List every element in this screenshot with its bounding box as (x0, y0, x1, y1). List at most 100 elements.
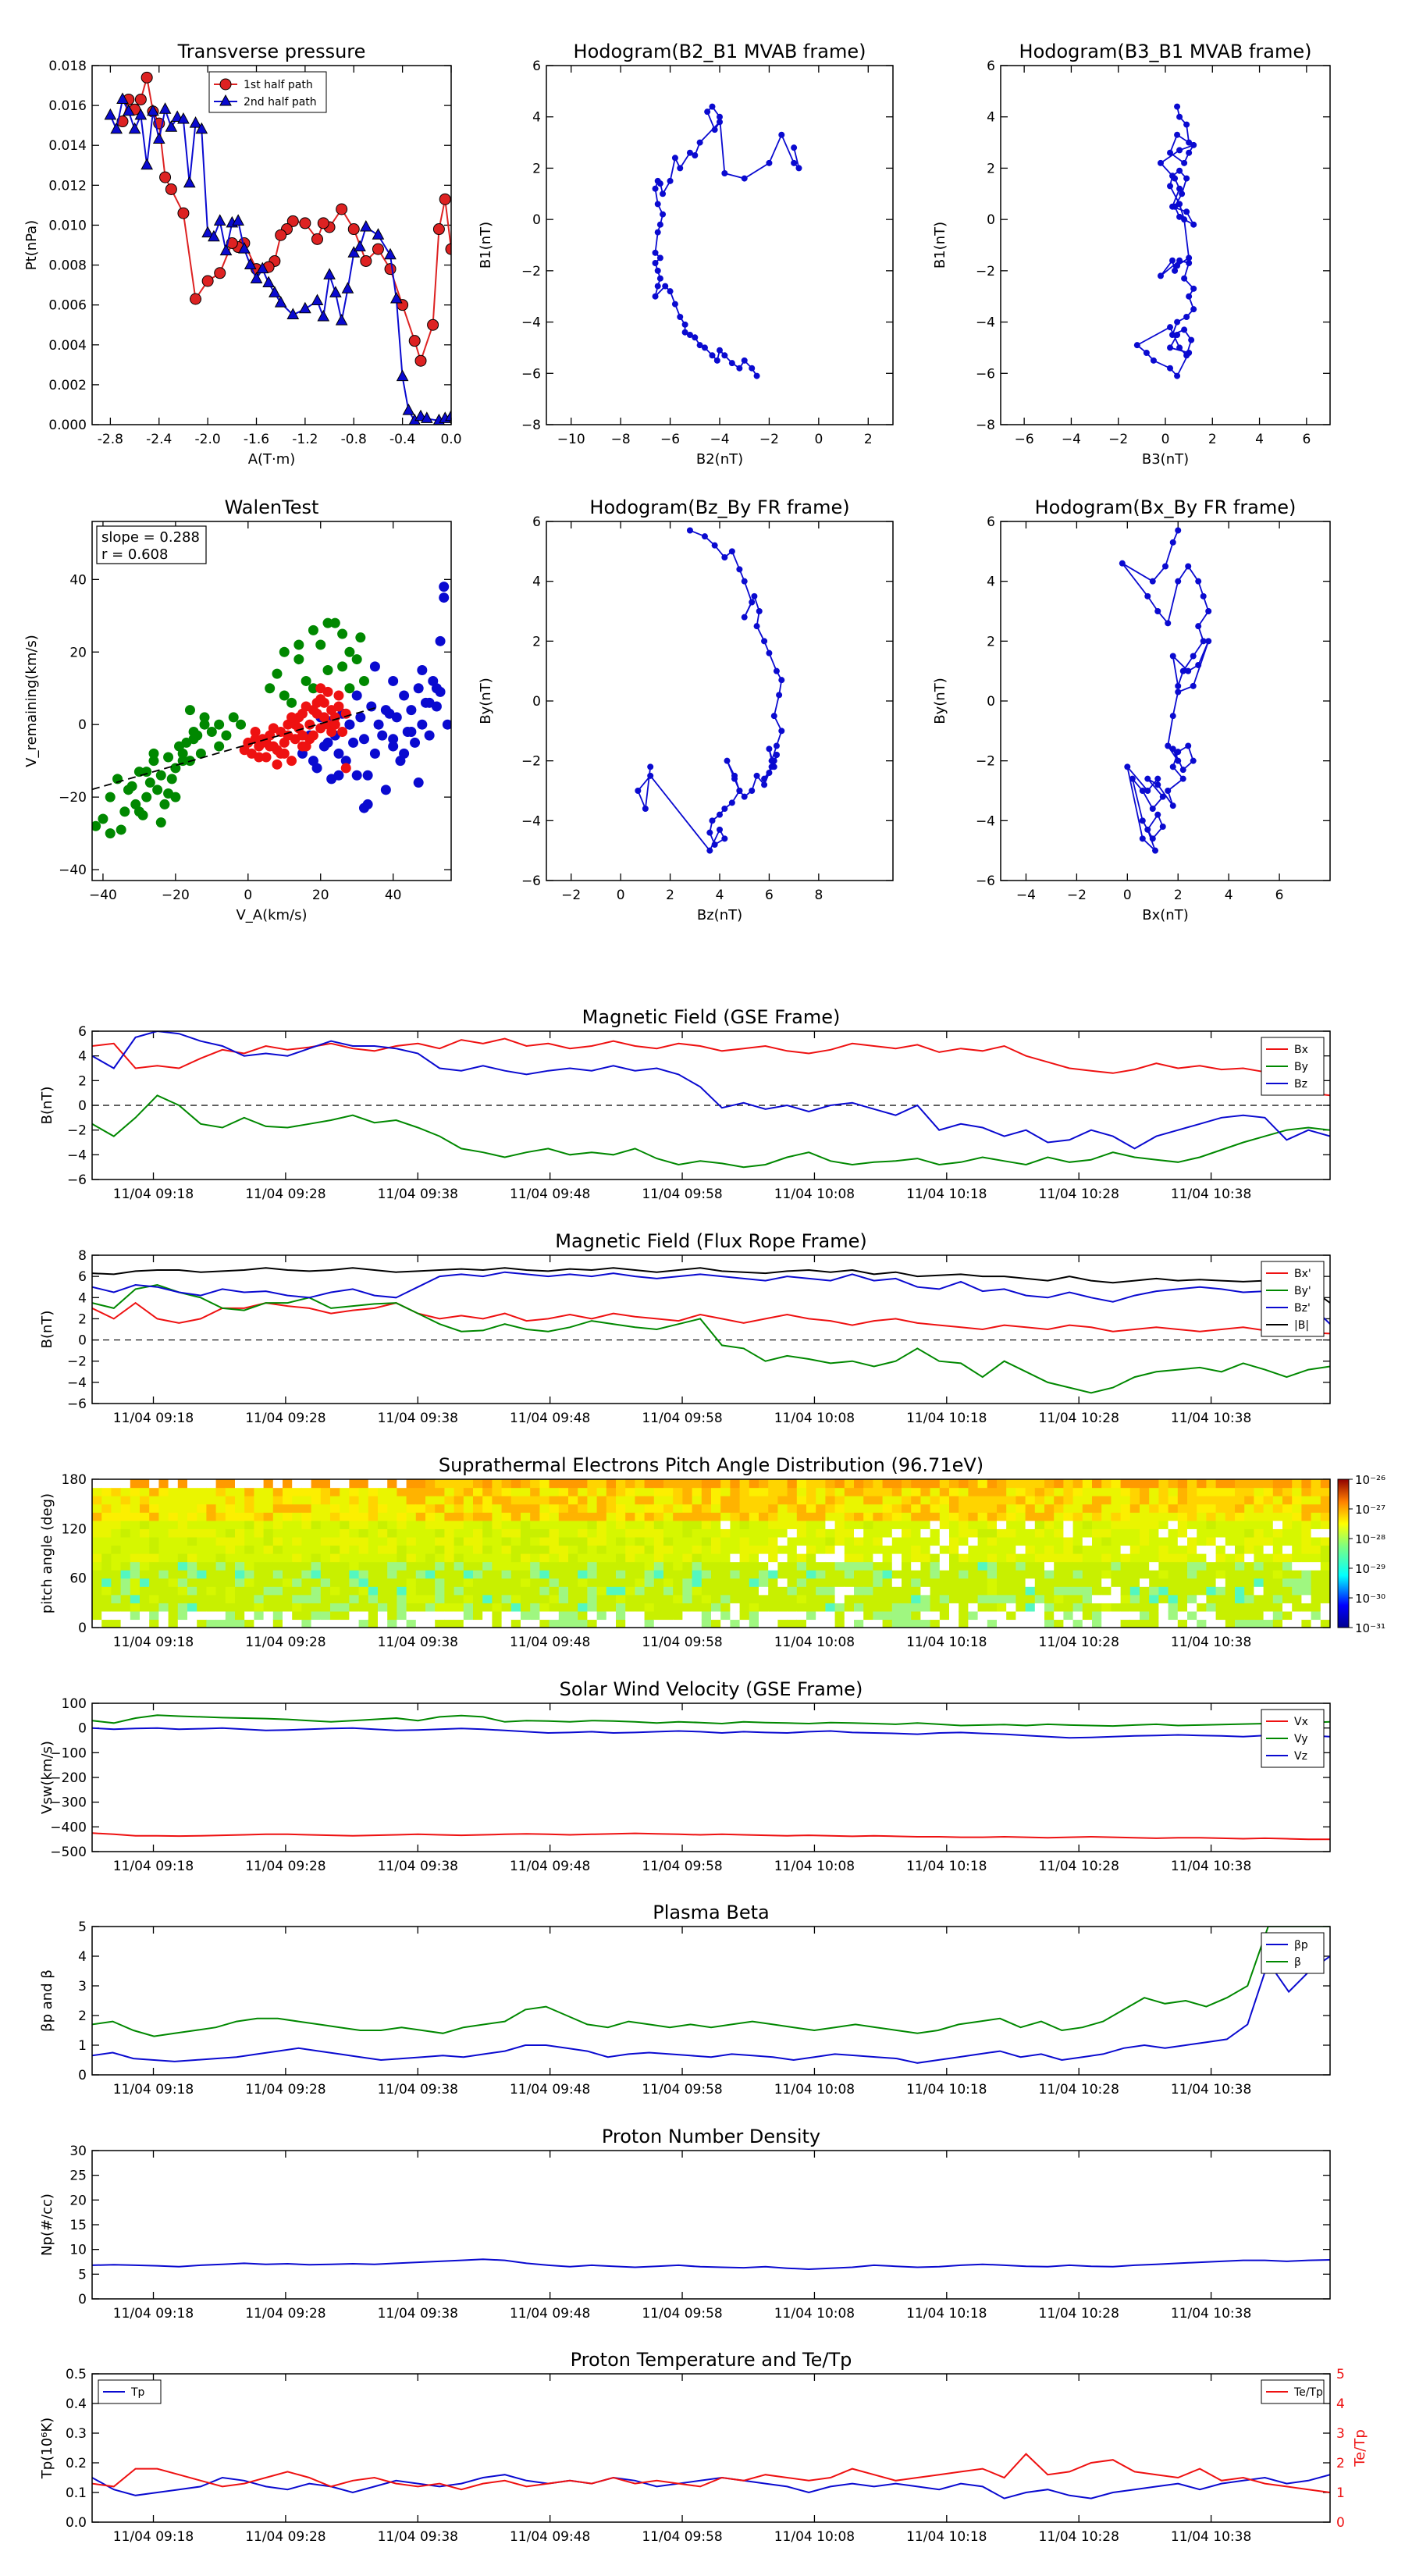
heatmap-cell (435, 1610, 445, 1621)
heatmap-cell (1025, 1586, 1036, 1596)
heatmap-cell (130, 1503, 140, 1513)
heatmap-cell (283, 1496, 293, 1505)
heatmap-cell (882, 1603, 893, 1612)
heatmap-cell (558, 1553, 569, 1563)
heatmap-cell (1235, 1496, 1245, 1505)
y-tick-label: 0.002 (48, 378, 87, 393)
heatmap-cell (111, 1545, 122, 1554)
y-tick-label: 6 (987, 59, 995, 74)
x-tick-label: -1.2 (292, 432, 318, 447)
heatmap-cell (1111, 1619, 1122, 1628)
x-tick-label: 11/04 09:38 (378, 1859, 458, 1874)
heatmap-cell (968, 1487, 979, 1496)
data-point (741, 614, 748, 621)
heatmap-cell (1235, 1578, 1245, 1587)
heatmap-cell (406, 1479, 417, 1489)
data-point (236, 719, 247, 730)
heatmap-cell (1197, 1520, 1207, 1529)
heatmap-cell (616, 1496, 626, 1505)
heatmap-cell (1187, 1528, 1197, 1538)
heatmap-cell (949, 1496, 959, 1505)
heatmap-cell (1215, 1619, 1226, 1628)
data-point (1179, 767, 1186, 774)
heatmap-cell (1244, 1503, 1254, 1513)
heatmap-cell (340, 1553, 350, 1563)
heatmap-cell (1054, 1528, 1064, 1538)
heatmap-cell (168, 1578, 179, 1587)
data-point (711, 126, 718, 133)
heatmap-cell (1272, 1520, 1283, 1529)
heatmap-cell (1101, 1536, 1112, 1546)
data-point (660, 211, 667, 218)
heatmap-cell (1263, 1512, 1274, 1521)
heatmap-cell (320, 1586, 331, 1596)
x-tick-label: 11/04 09:38 (378, 2529, 458, 2545)
heatmap-cell (1149, 1503, 1159, 1513)
y-tick-label: 0.0 (66, 2515, 87, 2531)
heatmap-cell (635, 1528, 646, 1538)
heatmap-cell (1025, 1496, 1036, 1505)
heatmap-cell (616, 1578, 626, 1587)
heatmap-cell (330, 1586, 340, 1596)
heatmap-cell (521, 1578, 531, 1587)
heatmap-cell (997, 1496, 1007, 1505)
heatmap-cell (530, 1594, 540, 1603)
heatmap-cell (521, 1536, 531, 1546)
heatmap-cell (1016, 1536, 1026, 1546)
heatmap-cell (730, 1578, 741, 1587)
heatmap-cell (596, 1610, 607, 1621)
data-point (773, 667, 780, 674)
heatmap-cell (320, 1561, 331, 1571)
heatmap-cell (1206, 1545, 1217, 1554)
heatmap-cell (301, 1536, 312, 1546)
heatmap-cell (244, 1570, 254, 1579)
data-point (1181, 216, 1188, 223)
heatmap-cell (177, 1619, 188, 1628)
heatmap-cell (816, 1503, 826, 1513)
data-point (360, 219, 372, 232)
heatmap-cell (510, 1603, 521, 1612)
data-point (1186, 350, 1193, 356)
y-axis-label: βp and β (39, 1969, 55, 2032)
heatmap-cell (444, 1578, 455, 1587)
heatmap-cell (968, 1586, 979, 1596)
heatmap-cell (1215, 1570, 1226, 1579)
heatmap-cell (911, 1570, 921, 1579)
heatmap-cell (1140, 1536, 1150, 1546)
heatmap-cell (1120, 1619, 1131, 1628)
heatmap-cell (140, 1594, 150, 1603)
heatmap-cell (358, 1619, 369, 1628)
heatmap-cell (1292, 1496, 1302, 1505)
data-point (1139, 817, 1146, 824)
heatmap-cell (1092, 1578, 1102, 1587)
heatmap-cell (358, 1603, 369, 1612)
heatmap-cell (425, 1512, 436, 1521)
heatmap-cell (1244, 1578, 1254, 1587)
heatmap-cell (787, 1594, 798, 1603)
legend-label: βp (1294, 1939, 1308, 1952)
heatmap-cell (787, 1520, 798, 1529)
heatmap-cell (644, 1561, 655, 1571)
heatmap-cell (473, 1603, 483, 1612)
heatmap-cell (568, 1545, 578, 1554)
heatmap-cell (625, 1536, 635, 1546)
heatmap-cell (340, 1578, 350, 1587)
heatmap-cell (1215, 1528, 1226, 1538)
heatmap-cell (311, 1570, 322, 1579)
y-axis-label: Pt(nPa) (23, 220, 40, 270)
heatmap-cell (1111, 1570, 1122, 1579)
y-tick-label: 15 (69, 2218, 87, 2233)
heatmap-cell (1111, 1487, 1122, 1496)
heatmap-cell (292, 1512, 302, 1521)
heatmap-cell (1034, 1536, 1045, 1546)
heatmap-cell (1272, 1503, 1283, 1513)
heatmap-cell (454, 1553, 464, 1563)
heatmap-cell (330, 1528, 340, 1538)
heatmap-cell (235, 1479, 245, 1489)
x-tick-label: 11/04 09:18 (113, 1187, 194, 1202)
heatmap-cell (902, 1536, 912, 1546)
y-tick-label: 0 (78, 1621, 87, 1636)
heatmap-cell (510, 1496, 521, 1505)
heatmap-cell (854, 1553, 864, 1563)
data-point (1169, 332, 1176, 338)
